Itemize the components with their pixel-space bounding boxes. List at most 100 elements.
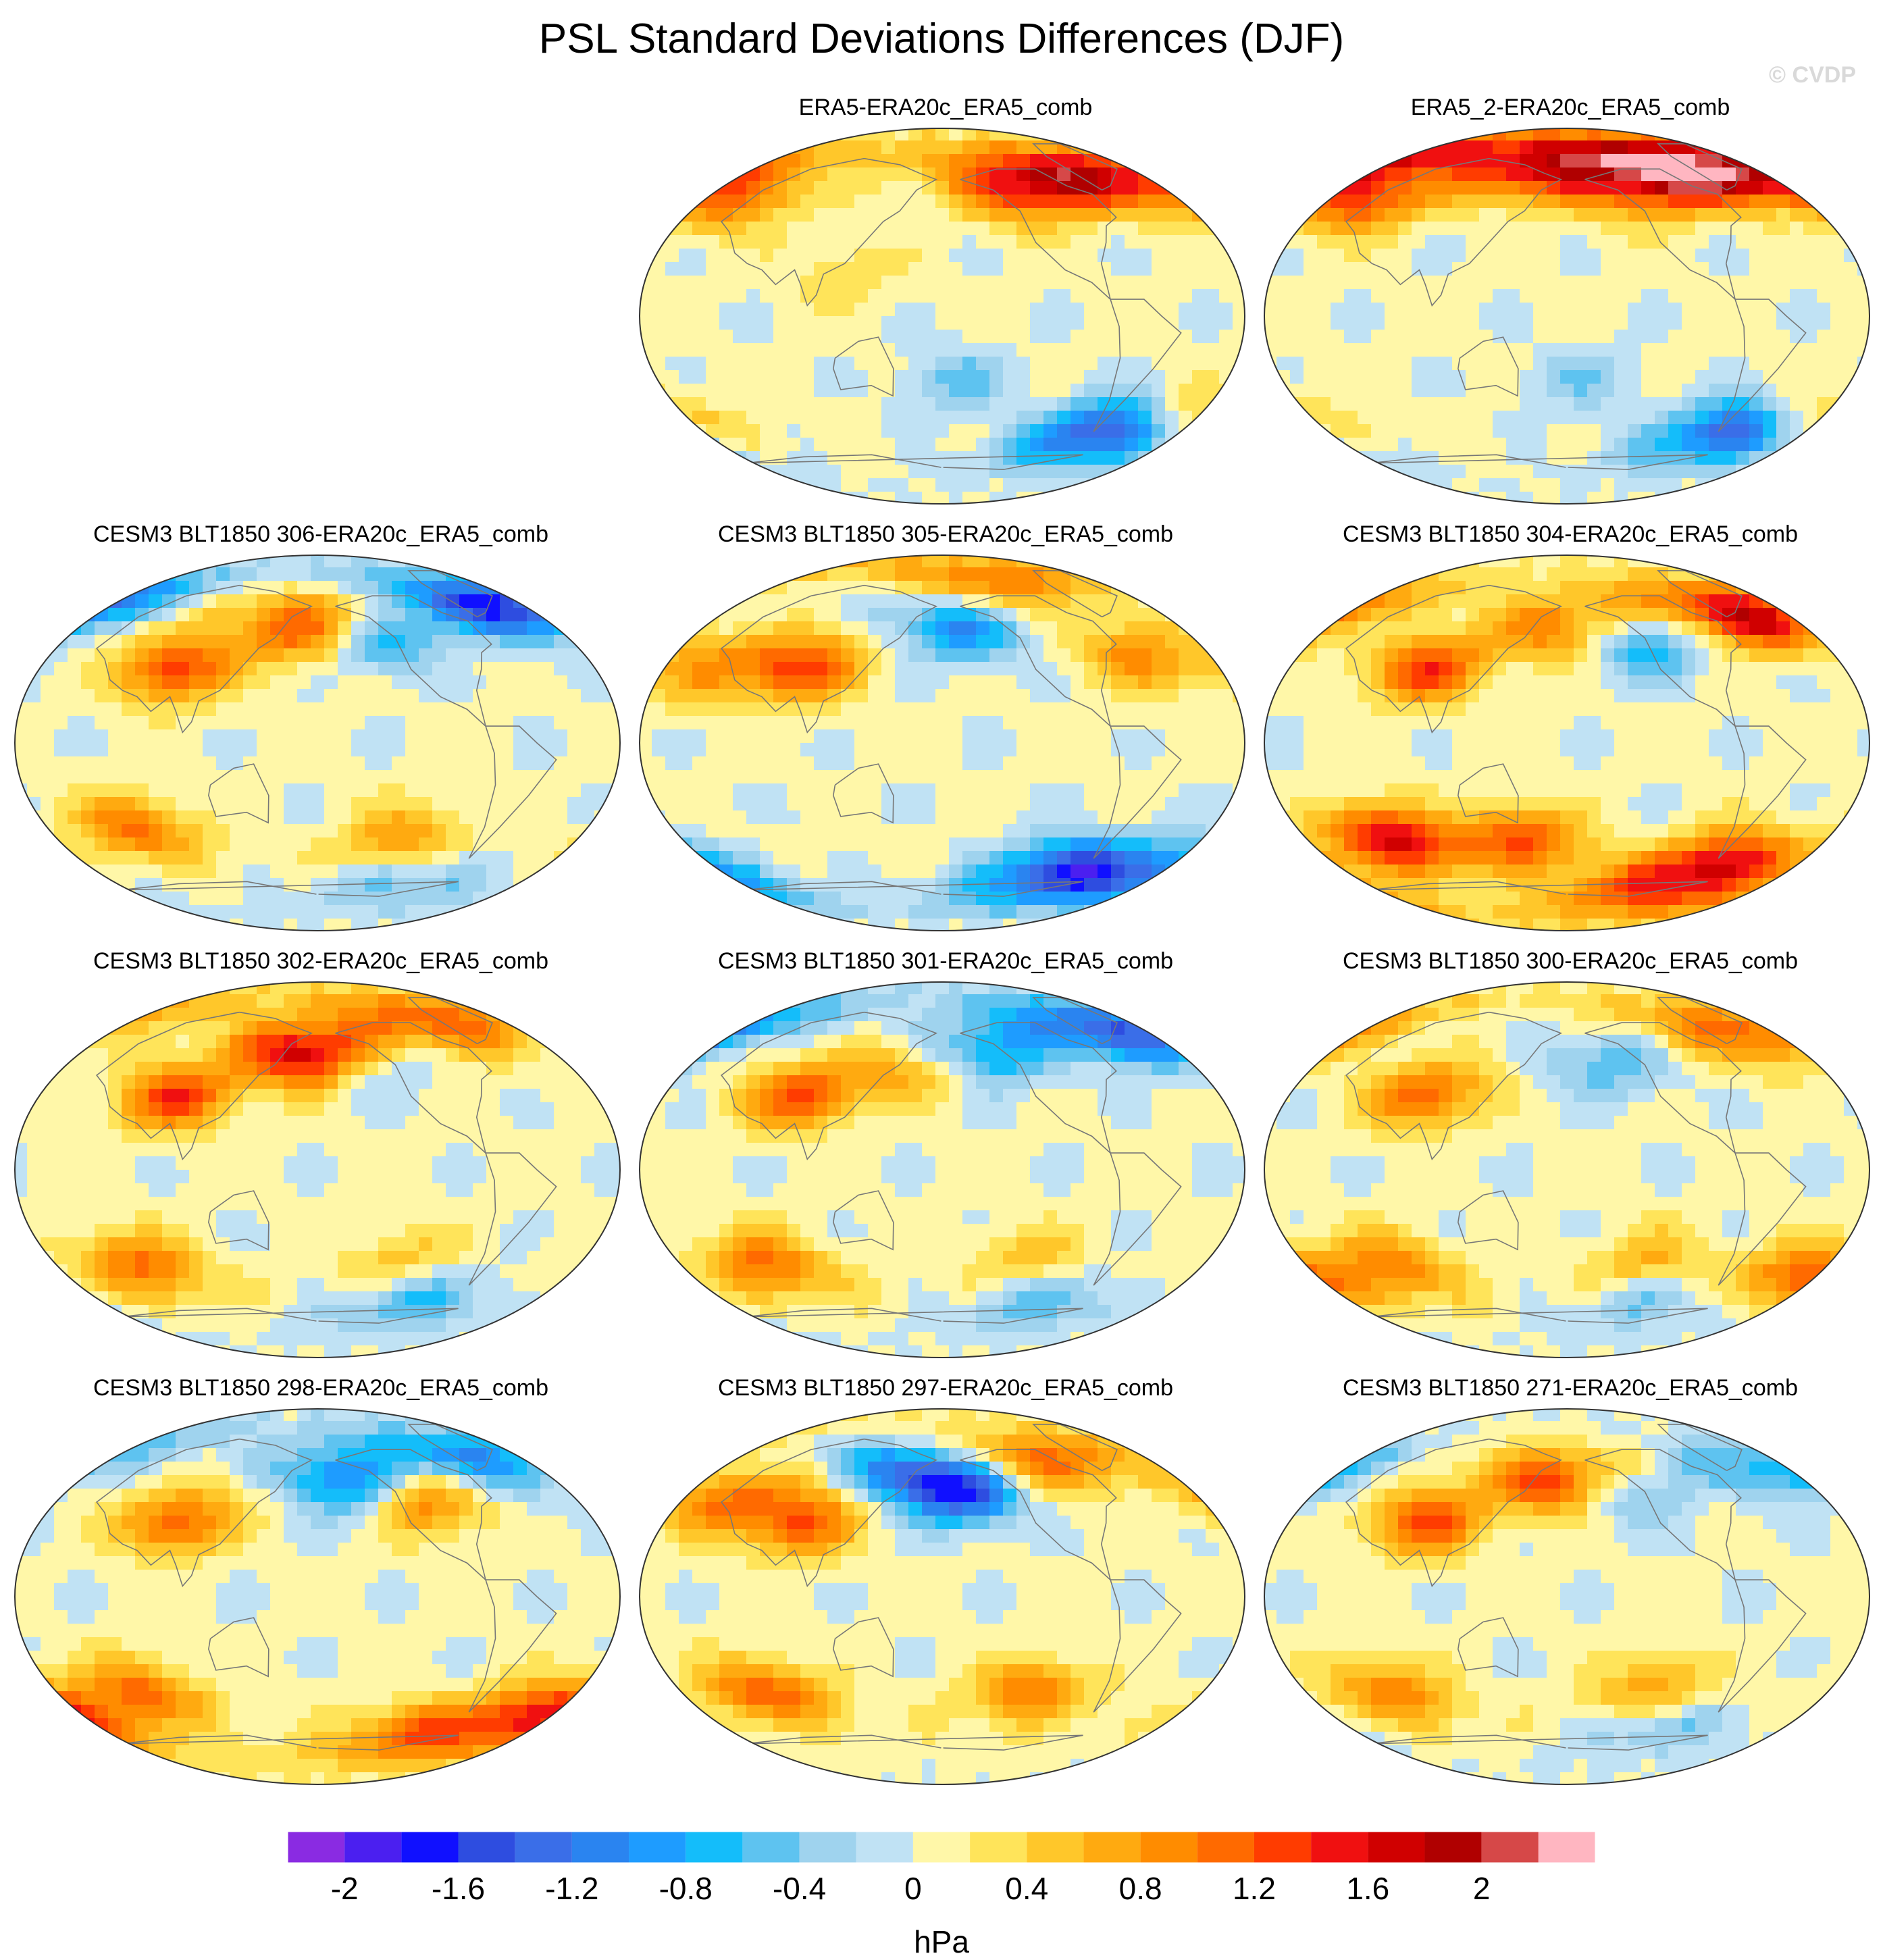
field-cell [733,662,747,676]
field-cell [1152,716,1166,730]
field-cell [1125,635,1139,649]
field-cell [1206,689,1220,703]
field-cell [706,729,720,744]
field-cell [1506,330,1520,344]
field-cell [638,648,652,663]
field-cell [1736,478,1750,492]
field-cell [1179,492,1193,505]
field-cell [868,865,882,879]
field-cell [1192,756,1206,771]
field-cell [1857,154,1871,168]
field-cell [540,729,554,744]
field-cell [1344,154,1358,168]
field-cell [257,892,271,906]
field-cell [935,797,950,811]
field-cell [962,635,977,649]
field-cell [1016,756,1031,771]
field-cell [638,635,652,649]
field-cell [1043,743,1058,757]
field-cell [1125,343,1139,357]
field-cell [1668,397,1682,411]
field-cell [581,878,595,892]
field-cell [1439,411,1453,425]
field-cell [176,702,190,717]
field-cell [1165,837,1179,852]
field-cell [1722,451,1736,465]
field-cell [1547,262,1561,276]
field-cell [1138,411,1152,425]
field-cell [935,235,950,249]
field-cell [270,729,284,744]
field-cell [1111,127,1125,141]
field-cell [692,865,706,879]
field-cell [1219,492,1233,505]
field-cell [1165,289,1179,303]
field-cell [1695,249,1709,263]
field-cell [311,756,325,771]
field-cell [908,581,923,595]
field-cell [827,451,842,465]
field-cell [1111,567,1125,582]
field-cell [311,635,325,649]
field-cell [1219,878,1233,892]
field-cell [1790,397,1804,411]
field-cell [1479,316,1493,330]
field-cell [935,743,950,757]
field-cell [1628,397,1642,411]
field-cell [1790,140,1804,155]
field-cell [81,702,95,717]
field-cell [1371,222,1385,236]
field-cell [1533,438,1547,452]
field-cell [1003,824,1017,838]
field-cell [908,195,923,209]
field-cell [95,824,109,838]
field-cell [908,357,923,371]
field-cell [760,276,774,290]
field-cell [1043,770,1058,784]
field-cell [1628,465,1642,479]
field-cell [1722,478,1736,492]
field-cell [432,621,446,636]
field-cell [1803,330,1817,344]
field-cell [1331,370,1345,384]
field-cell [1219,276,1233,290]
field-cell [216,851,230,865]
field-cell [827,621,842,636]
field-cell [432,783,446,798]
field-cell [1233,397,1246,411]
field-cell [500,905,514,919]
field-cell [1452,451,1466,465]
field-cell [1125,411,1139,425]
field-cell [95,729,109,744]
field-cell [1817,249,1831,263]
field-cell [1398,208,1412,222]
field-cell [1111,716,1125,730]
field-cell [1152,635,1166,649]
field-cell [679,330,693,344]
field-cell [1125,824,1139,838]
field-cell [638,195,652,209]
field-cell [1084,478,1098,492]
field-cell [746,783,760,798]
field-cell [608,824,621,838]
field-cell [540,689,554,703]
field-cell [1385,167,1399,182]
panel-title: ERA5-ERA20c_ERA5_comb [638,95,1253,121]
field-cell [1803,140,1817,155]
field-cell [1830,208,1845,222]
field-cell [1098,303,1112,317]
field-cell [1641,262,1655,276]
field-cell [895,397,909,411]
field-cell [733,208,747,222]
field-cell [68,621,82,636]
field-cell [1844,127,1858,141]
field-cell [338,662,352,676]
field-cell [1641,384,1655,398]
field-cell [692,662,706,676]
field-cell [1520,276,1534,290]
field-cell [1695,411,1709,425]
field-cell [297,851,311,865]
field-cell [841,635,855,649]
field-cell [1030,154,1044,168]
field-cell [1152,289,1166,303]
